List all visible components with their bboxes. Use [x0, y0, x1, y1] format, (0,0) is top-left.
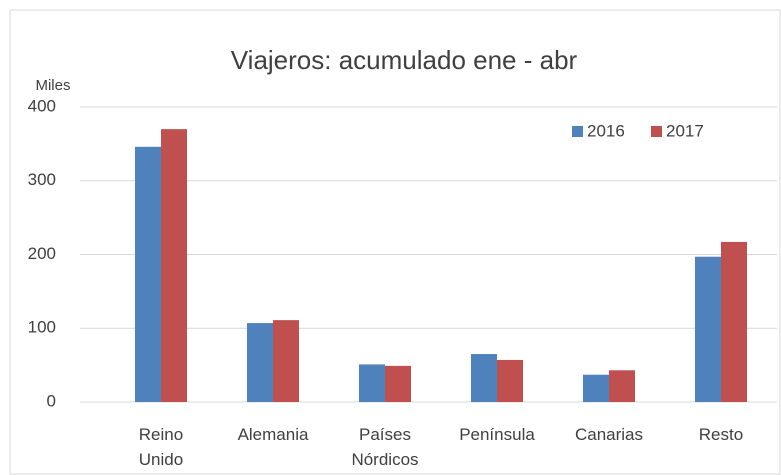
x-tick-label: Países Nórdicos [351, 425, 418, 469]
legend-swatch [651, 126, 662, 137]
bar [273, 320, 299, 402]
y-tick-label: 100 [28, 318, 56, 337]
x-tick-label: Península [459, 425, 535, 444]
bar [609, 370, 635, 402]
x-tick-label: Alemania [238, 425, 309, 444]
y-tick-label: 400 [28, 96, 56, 115]
legend-label: 2017 [666, 121, 704, 140]
x-tick-label: Reino Unido [139, 425, 183, 469]
x-tick-label: Resto [699, 425, 743, 444]
bar [161, 129, 187, 402]
bar [583, 374, 609, 402]
bar [695, 256, 721, 402]
y-tick-label: 0 [47, 391, 56, 410]
legend-label: 2016 [587, 121, 625, 140]
y-unit: Miles [35, 77, 70, 94]
bar [497, 359, 523, 402]
bar [385, 365, 411, 402]
bar [359, 364, 385, 402]
x-tick-label: Canarias [575, 425, 643, 444]
chart-title: Viajeros: acumulado ene - abr [231, 45, 578, 75]
chart-border [9, 9, 781, 475]
bar [471, 354, 497, 402]
y-tick-label: 300 [28, 170, 56, 189]
legend-swatch [572, 126, 583, 137]
bar [247, 323, 273, 402]
bar [135, 146, 161, 402]
y-tick-label: 200 [28, 244, 56, 263]
bar [721, 241, 747, 402]
